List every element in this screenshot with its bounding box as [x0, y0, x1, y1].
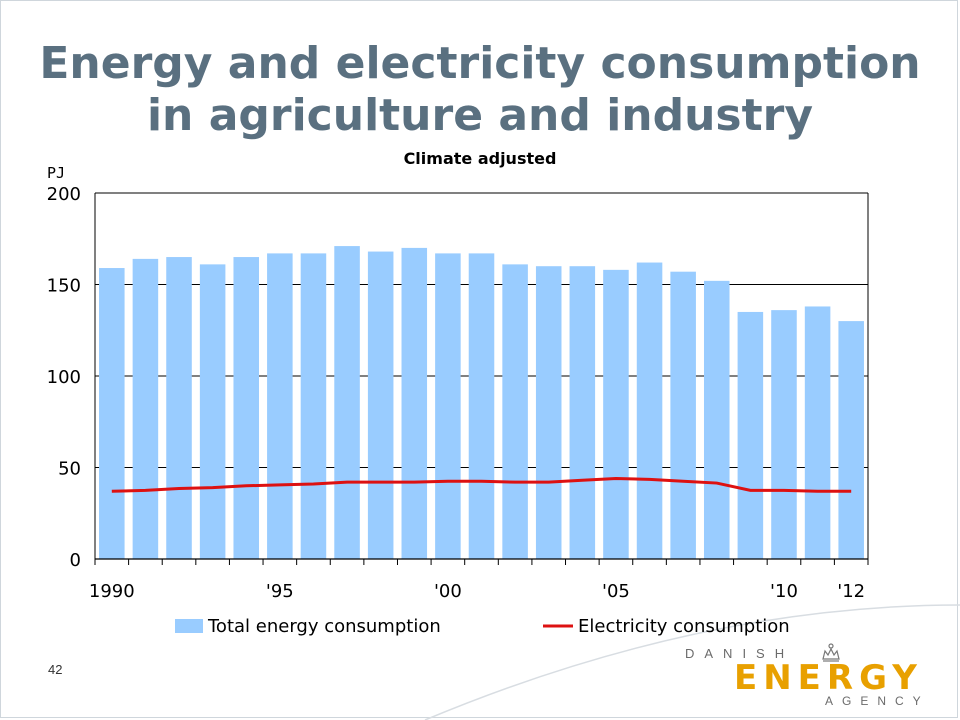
- bar: [99, 268, 125, 559]
- bar: [199, 264, 226, 559]
- bar: [771, 310, 797, 559]
- crown-icon: [822, 643, 840, 662]
- bar: [703, 280, 730, 559]
- bar: [804, 306, 831, 559]
- x-tick-label: '12: [837, 581, 865, 602]
- bar: [267, 253, 293, 559]
- y-tick-label: 50: [58, 459, 81, 480]
- x-tick-label: '05: [602, 581, 630, 602]
- bar: [300, 253, 327, 559]
- bar: [603, 269, 629, 559]
- y-tick-label: 200: [47, 184, 81, 205]
- logo-line-3: AGENCY: [825, 694, 930, 708]
- bar: [838, 321, 864, 559]
- x-tick-label: '10: [770, 581, 798, 602]
- page-number: 42: [48, 662, 63, 677]
- bar: [132, 258, 159, 559]
- bar: [334, 246, 360, 559]
- x-tick-label: '95: [266, 581, 294, 602]
- logo-line-1: DANISH: [685, 646, 795, 661]
- x-tick-label: '00: [434, 581, 462, 602]
- series-line-electricity: [111, 476, 852, 493]
- y-tick-label: 150: [47, 276, 81, 297]
- logo-line-2: ENERGY: [734, 658, 923, 698]
- bar: [535, 266, 562, 559]
- y-tick-label: 100: [47, 367, 81, 388]
- bar: [468, 253, 495, 559]
- chart-subtitle: Climate adjusted: [403, 149, 557, 168]
- bar: [401, 247, 428, 559]
- title-line-1: Energy and electricity consumption: [39, 38, 921, 89]
- bar: [233, 257, 260, 559]
- x-tick-label: 1990: [89, 581, 135, 602]
- bar: [502, 264, 528, 559]
- legend-label-electricity: Electricity consumption: [578, 616, 790, 637]
- title-line-2: in agriculture and industry: [146, 90, 814, 141]
- bar: [569, 266, 596, 559]
- legend-swatch-total: [175, 619, 203, 633]
- legend-label-total: Total energy consumption: [207, 616, 441, 637]
- y-tick-label: 0: [70, 550, 81, 571]
- bar: [367, 251, 394, 559]
- bar: [636, 262, 663, 559]
- bar: [435, 253, 461, 559]
- bar: [166, 257, 192, 559]
- slide-title: Energy and electricity consumption in ag…: [0, 38, 960, 142]
- bar: [670, 271, 696, 559]
- bar: [737, 311, 764, 559]
- y-axis-label: PJ: [47, 164, 65, 182]
- danish-energy-agency-logo: DANISH ENERGY AGENCY: [680, 640, 950, 715]
